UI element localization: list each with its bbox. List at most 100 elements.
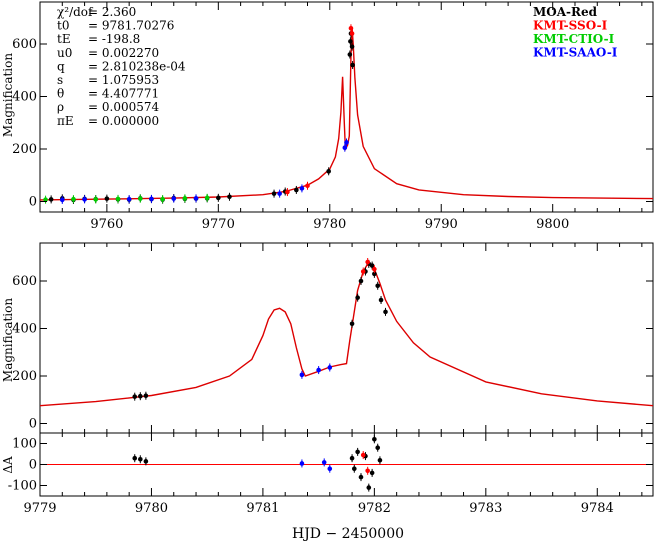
parameter-value: = 2.360 [88, 5, 136, 19]
middle-point-moa-red [378, 296, 384, 304]
fit-parameters: χ²/dof= 2.360 t0 = 9781.70276 tE = -198.8 u0 =… [57, 5, 186, 128]
top-point-kmt-saao-i [126, 195, 132, 204]
top-point-kmt-ctio-i [138, 194, 143, 203]
residual-ytick-label: -100 [8, 479, 37, 494]
residual-point-moa-red [366, 483, 372, 492]
middle-point-kmt-sso-i [360, 267, 366, 276]
residual-xtick-label: 9779 [23, 501, 56, 516]
top-point-moa-red [294, 185, 299, 194]
residual-point-kmt-saao-i [327, 464, 333, 473]
middle-point-moa-red [349, 319, 355, 328]
top-ytick-label: 0 [29, 195, 37, 210]
middle-point-moa-red [143, 391, 149, 400]
residual-point-moa-red [355, 447, 360, 456]
middle-ytick-label: 0 [29, 417, 37, 432]
legend-entry: MOA-Red [533, 5, 598, 19]
top-point-kmt-sso-i [349, 29, 355, 38]
residual-point-moa-red [349, 454, 355, 463]
parameter-value: = 0.002270 [88, 46, 159, 60]
parameter-value: = 0.000574 [88, 100, 159, 114]
top-point-kmt-saao-i [344, 138, 349, 147]
top-point-kmt-ctio-i [204, 193, 210, 202]
residual-xtick-label: 9781 [246, 501, 279, 516]
residual-ytick-label: 0 [29, 458, 37, 473]
top-point-kmt-saao-i [82, 195, 87, 204]
residual-xtick-label: 9780 [135, 501, 168, 516]
top-panel-axes: 0 200 400 600 9760 9770 9780 9790 9800 [12, 2, 653, 232]
top-xtick-label: 9760 [90, 217, 123, 232]
middle-point-moa-red [132, 392, 138, 401]
middle-point-moa-red [355, 293, 360, 302]
top-point-kmt-saao-i [59, 195, 65, 204]
middle-ylabel: Magnification [1, 298, 15, 382]
parameter-name: u0 [57, 46, 72, 60]
parameter-value: = 4.407771 [88, 87, 159, 101]
top-point-kmt-ctio-i [182, 194, 188, 203]
top-point-moa-red [271, 189, 277, 198]
middle-panel-axes: 0 200 400 600 [12, 243, 653, 433]
top-point-moa-red [48, 195, 54, 204]
parameter-value: = -198.8 [88, 32, 140, 46]
middle-model-curve [40, 260, 653, 407]
top-point-kmt-ctio-i [43, 195, 48, 204]
top-xtick-label: 9770 [202, 217, 235, 232]
top-point-moa-red [348, 37, 353, 46]
middle-panel-frame [39, 242, 654, 434]
top-point-kmt-sso-i [348, 24, 354, 33]
top-point-moa-red [227, 192, 232, 201]
middle-point-moa-red [358, 277, 364, 285]
top-point-kmt-saao-i [149, 194, 154, 203]
parameter-value: = 0.000000 [88, 114, 159, 128]
legend-entry: KMT-SSO-I [533, 19, 608, 33]
residual-point-kmt-saao-i [299, 459, 305, 468]
top-point-kmt-ctio-i [93, 195, 99, 204]
parameter-name: tE [57, 32, 71, 46]
residual-point-moa-red [358, 473, 364, 482]
parameter-name: t0 [57, 19, 69, 33]
parameter-name: θ [57, 87, 64, 101]
top-panel-plot [40, 24, 653, 204]
residual-point-moa-red [377, 456, 383, 465]
middle-point-moa-red [383, 307, 388, 316]
top-point-kmt-ctio-i [115, 194, 121, 203]
residual-point-kmt-saao-i [321, 458, 327, 467]
top-xtick-label: 9790 [425, 217, 458, 232]
middle-panel-plot [40, 258, 653, 407]
top-xtick-label: 9780 [313, 217, 346, 232]
top-ytick-label: 200 [12, 142, 37, 157]
middle-point-kmt-saao-i [327, 363, 333, 372]
x-axis-label: HJD − 2450000 [292, 526, 404, 542]
residual-panel-plot [40, 435, 653, 492]
parameter-value: = 9781.70276 [88, 19, 174, 33]
residual-xtick-label: 9784 [581, 501, 614, 516]
middle-point-kmt-saao-i [316, 366, 321, 375]
parameter-name: χ²/dof [57, 5, 94, 19]
top-ytick-label: 600 [12, 37, 37, 52]
residual-point-moa-red [132, 454, 138, 463]
residual-point-moa-red [375, 443, 381, 452]
residual-ytick-label: 100 [12, 437, 37, 452]
parameter-name: πE [57, 114, 74, 128]
parameter-name: s [57, 73, 63, 87]
top-point-kmt-saao-i [342, 143, 348, 152]
residual-panel-axes: -100 0 100 9779 9780 9781 9782 9783 9784 [8, 433, 653, 516]
residual-ylabel: ΔA [1, 456, 15, 474]
middle-point-moa-red [138, 392, 143, 401]
residual-point-moa-red [138, 455, 143, 464]
legend-entry: KMT-SAAO-I [533, 46, 618, 60]
legend-entry: KMT-CTIO-I [533, 32, 615, 46]
residual-point-kmt-sso-i [365, 466, 370, 475]
top-ytick-label: 400 [12, 90, 37, 105]
top-point-moa-red [349, 42, 355, 51]
middle-point-kmt-sso-i [372, 265, 377, 274]
top-xtick-label: 9800 [536, 217, 569, 232]
top-panel-frame [39, 1, 654, 213]
residual-xtick-label: 9783 [469, 501, 502, 516]
middle-point-kmt-saao-i [299, 370, 305, 379]
top-point-moa-red [326, 167, 331, 176]
residual-xtick-label: 9782 [358, 501, 391, 516]
residual-point-moa-red [352, 464, 357, 473]
top-point-moa-red [104, 194, 110, 203]
